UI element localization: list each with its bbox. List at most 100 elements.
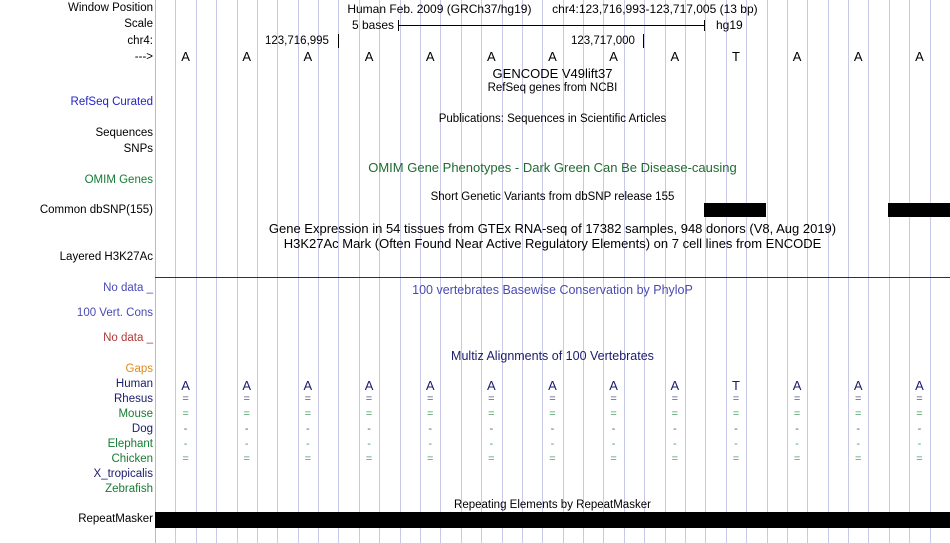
track-title-repeatmasker[interactable]: Repeating Elements by RepeatMasker xyxy=(454,499,651,511)
ruler-position-tick-1 xyxy=(338,34,339,48)
alignment-cell: = xyxy=(488,453,495,465)
label-species-human[interactable]: Human xyxy=(115,378,153,390)
scale-value: 5 bases xyxy=(352,18,395,32)
label-snps[interactable]: SNPs xyxy=(123,143,153,155)
track-title-omim[interactable]: OMIM Gene Phenotypes - Dark Green Can Be… xyxy=(368,160,737,175)
alignment-cell: = xyxy=(732,408,740,420)
alignment-cell: - xyxy=(428,438,433,450)
ruler-position-label-2: 123,717,000 xyxy=(571,35,635,47)
alignment-cell: - xyxy=(306,438,310,450)
ruler-base: A xyxy=(425,49,435,64)
alignment-cell: - xyxy=(611,438,616,450)
ruler-base: A xyxy=(181,49,190,64)
label-refseq-curated[interactable]: RefSeq Curated xyxy=(70,96,153,108)
label-no-data-red: No data _ xyxy=(103,332,153,344)
track-title-refseq[interactable]: RefSeq genes from NCBI xyxy=(487,82,618,94)
alignment-cell: - xyxy=(367,423,371,435)
alignment-cell: = xyxy=(243,408,250,420)
alignment-cell: = xyxy=(855,453,862,465)
label-species-rhesus[interactable]: Rhesus xyxy=(114,393,153,405)
alignment-cell: = xyxy=(488,393,495,405)
alignment-cell: A xyxy=(425,378,435,393)
track-title-gencode[interactable]: GENCODE V49lift37 xyxy=(492,66,613,81)
label-species-chicken[interactable]: Chicken xyxy=(111,453,153,465)
alignment-cell: = xyxy=(304,408,312,420)
alignment-cell: - xyxy=(489,423,494,435)
ruler-base: A xyxy=(548,49,557,64)
ruler-position-label-1: 123,716,995 xyxy=(265,35,329,47)
dbsnp-variant-block[interactable] xyxy=(888,203,950,217)
label-scale: Scale xyxy=(124,18,153,30)
ruler-base: A xyxy=(487,49,496,64)
alignment-cell: = xyxy=(916,453,923,465)
alignment-cell: = xyxy=(610,393,617,405)
alignment-cell: = xyxy=(610,453,617,465)
label-common-dbsnp[interactable]: Common dbSNP(155) xyxy=(39,204,153,216)
alignment-cell: = xyxy=(671,453,678,465)
alignment-cell: - xyxy=(917,438,922,450)
label-repeatmasker[interactable]: RepeatMasker xyxy=(78,513,153,525)
alignment-cell: A xyxy=(609,378,618,393)
ruler-base: A xyxy=(853,49,863,64)
track-label-column: Window Position Scale chr4: ---> RefSeq … xyxy=(0,0,153,543)
track-title-gtex[interactable]: Gene Expression in 54 tissues from GTEx … xyxy=(268,221,837,236)
alignment-cell: = xyxy=(182,453,189,465)
alignment-cell: A xyxy=(915,378,924,393)
label-omim-genes[interactable]: OMIM Genes xyxy=(84,174,153,186)
alignment-cell: - xyxy=(856,438,861,450)
dbsnp-variant-block[interactable] xyxy=(704,203,766,217)
window-position-header: Human Feb. 2009 (GRCh37/hg19) chr4:123,7… xyxy=(155,2,950,16)
alignment-cell: = xyxy=(671,393,678,405)
label-sequences[interactable]: Sequences xyxy=(95,127,153,139)
ruler-base: A xyxy=(364,49,374,64)
alignment-cell: = xyxy=(793,453,801,465)
alignment-cell: = xyxy=(304,393,312,405)
label-layered-h3k27ac[interactable]: Layered H3K27Ac xyxy=(59,251,153,263)
locus-coordinates: chr4:123,716,993-123,717,005 (13 bp) xyxy=(552,2,758,16)
alignment-cell: = xyxy=(243,453,250,465)
track-title-multiz[interactable]: Multiz Alignments of 100 Vertebrates xyxy=(451,349,654,363)
track-title-phylop[interactable]: 100 vertebrates Basewise Conservation by… xyxy=(412,283,693,297)
alignment-cell: - xyxy=(367,438,371,450)
alignment-cell: = xyxy=(549,393,556,405)
alignment-cell: = xyxy=(732,453,740,465)
alignment-cell: = xyxy=(365,453,373,465)
label-species-elephant[interactable]: Elephant xyxy=(107,438,153,450)
ruler-base: T xyxy=(731,49,740,64)
alignment-cell: T xyxy=(731,378,740,393)
alignment-cell: = xyxy=(488,408,495,420)
alignment-cell: A xyxy=(792,378,802,393)
label-species-mouse[interactable]: Mouse xyxy=(118,408,153,420)
label-species-x-tropicalis[interactable]: X_tropicalis xyxy=(93,468,153,480)
ruler-base: A xyxy=(915,49,924,64)
ruler-base: A xyxy=(792,49,802,64)
alignment-cell: - xyxy=(856,423,861,435)
alignment-cell: - xyxy=(550,423,555,435)
alignment-cell: - xyxy=(734,423,738,435)
scale-tick-left xyxy=(398,20,399,31)
label-species-dog[interactable]: Dog xyxy=(131,423,153,435)
alignment-cell: - xyxy=(917,423,922,435)
label-gaps: Gaps xyxy=(125,363,154,375)
label-chrom: chr4: xyxy=(127,35,153,47)
track-title-dbsnp[interactable]: Short Genetic Variants from dbSNP releas… xyxy=(430,191,675,203)
alignment-cell: = xyxy=(243,393,250,405)
alignment-cell: = xyxy=(304,453,312,465)
label-species-zebrafish[interactable]: Zebrafish xyxy=(105,483,153,495)
alignment-cell: = xyxy=(855,408,862,420)
alignment-cell: - xyxy=(795,438,799,450)
track-title-publications[interactable]: Publications: Sequences in Scientific Ar… xyxy=(438,113,667,125)
label-no-data-phylop: No data _ xyxy=(103,282,153,294)
label-strand: ---> xyxy=(134,51,153,63)
alignment-cell: - xyxy=(489,438,494,450)
alignment-cell: A xyxy=(548,378,557,393)
track-title-h3k27ac[interactable]: H3K27Ac Mark (Often Found Near Active Re… xyxy=(283,236,822,251)
repeatmasker-block[interactable] xyxy=(155,512,950,528)
label-100-vert-cons[interactable]: 100 Vert. Cons xyxy=(76,307,153,319)
alignment-cell: A xyxy=(303,378,313,393)
alignment-cell: - xyxy=(183,438,188,450)
scale-tick-right xyxy=(704,20,705,31)
alignment-cell: - xyxy=(244,438,249,450)
alignment-cell: = xyxy=(549,408,556,420)
